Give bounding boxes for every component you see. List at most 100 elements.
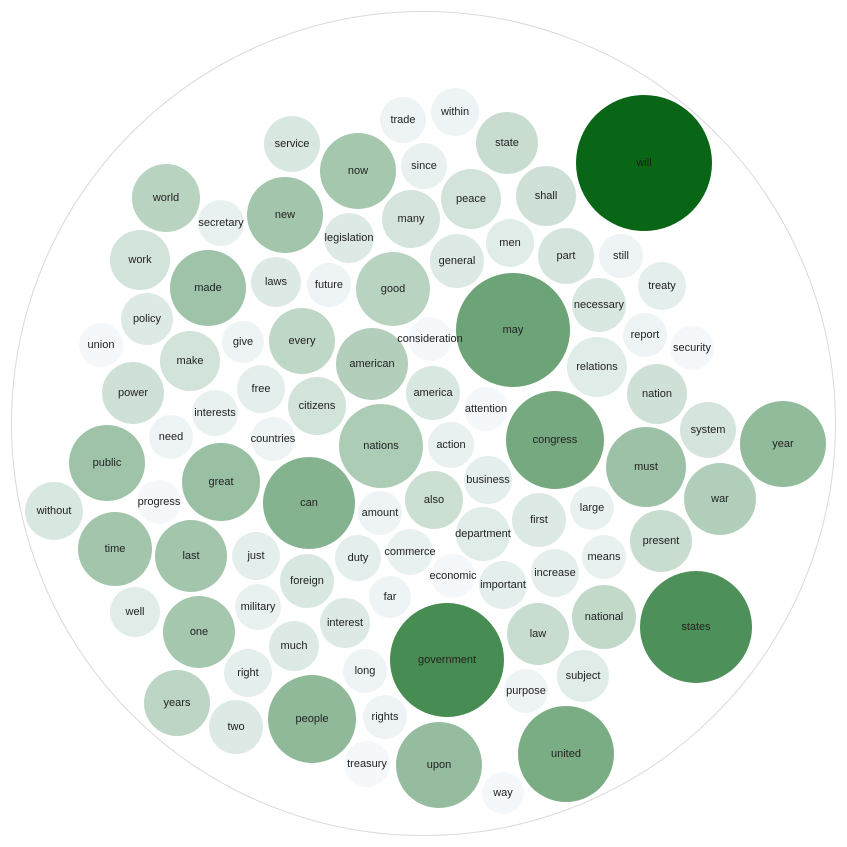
bubble-circle <box>557 650 609 702</box>
bubble-circle <box>335 535 381 581</box>
bubble-circle <box>170 250 246 326</box>
bubble-circle <box>269 621 319 671</box>
bubble-large: large <box>570 486 614 530</box>
bubble-circle <box>570 486 614 530</box>
bubble-long: long <box>343 649 387 693</box>
bubble-still: still <box>599 234 643 278</box>
bubble-will: will <box>576 95 712 231</box>
bubble-circle <box>567 337 627 397</box>
bubble-progress: progress <box>137 480 181 524</box>
bubble-free: free <box>237 365 285 413</box>
bubble-circle <box>160 331 220 391</box>
bubble-make: make <box>160 331 220 391</box>
bubble-circle <box>192 390 238 436</box>
bubble-american: american <box>336 328 408 400</box>
bubble-circle <box>137 480 181 524</box>
bubble-last: last <box>155 520 227 592</box>
bubble-circle <box>476 112 538 174</box>
bubble-circle <box>431 554 475 598</box>
bubble-circle <box>144 670 210 736</box>
bubble-circle <box>479 561 527 609</box>
bubble-without: without <box>25 482 83 540</box>
bubble-circle <box>441 169 501 229</box>
bubble-part: part <box>538 228 594 284</box>
bubble-circle <box>431 88 479 136</box>
bubble-new: new <box>247 177 323 253</box>
bubble-circle <box>344 741 390 787</box>
bubble-trade: trade <box>380 97 426 143</box>
bubble-shall: shall <box>516 166 576 226</box>
bubble-circle <box>268 675 356 763</box>
bubble-world: world <box>132 164 200 232</box>
bubble-circle <box>251 257 301 307</box>
bubble-circle <box>69 425 145 501</box>
bubble-circle <box>464 456 512 504</box>
bubble-much: much <box>269 621 319 671</box>
bubble-circle <box>638 262 686 310</box>
bubble-union: union <box>79 323 123 367</box>
bubble-can: can <box>263 457 355 549</box>
bubble-well: well <box>110 587 160 637</box>
bubble-upon: upon <box>396 722 482 808</box>
bubble-circle <box>390 603 504 717</box>
bubble-way: way <box>482 772 524 814</box>
bubble-circle <box>516 166 576 226</box>
bubble-rights: rights <box>363 695 407 739</box>
bubble-service: service <box>264 116 320 172</box>
bubble-circle <box>684 463 756 535</box>
bubble-states: states <box>640 571 752 683</box>
bubble-legislation: legislation <box>324 213 374 263</box>
bubble-circle <box>680 402 736 458</box>
bubble-circle <box>538 228 594 284</box>
bubble-circle <box>247 177 323 253</box>
bubble-circle <box>506 391 604 489</box>
bubble-circle <box>102 362 164 424</box>
bubble-circle <box>280 554 334 608</box>
bubble-circle <box>406 366 460 420</box>
bubble-important: important <box>479 561 527 609</box>
bubble-circle <box>405 471 463 529</box>
bubble-circle <box>155 520 227 592</box>
bubble-time: time <box>78 512 152 586</box>
bubble-circle <box>576 95 712 231</box>
bubble-circle <box>401 143 447 189</box>
bubble-power: power <box>102 362 164 424</box>
bubble-secretary: secretary <box>198 200 244 246</box>
bubble-circle <box>408 317 452 361</box>
bubble-circle <box>572 585 636 649</box>
bubble-congress: congress <box>506 391 604 489</box>
bubble-circle <box>25 482 83 540</box>
bubble-great: great <box>182 443 260 521</box>
bubble-purpose: purpose <box>504 669 548 713</box>
bubble-citizens: citizens <box>288 377 346 435</box>
bubble-increase: increase <box>531 549 579 597</box>
bubble-america: america <box>406 366 460 420</box>
bubble-necessary: necessary <box>572 278 626 332</box>
bubble-circle <box>369 576 411 618</box>
bubble-now: now <box>320 133 396 209</box>
bubble-circle <box>320 598 370 648</box>
bubble-system: system <box>680 402 736 458</box>
bubble-circle <box>79 323 123 367</box>
bubble-circle <box>507 603 569 665</box>
bubble-year: year <box>740 401 826 487</box>
bubble-good: good <box>356 252 430 326</box>
bubble-circle <box>264 116 320 172</box>
bubble-circle <box>343 649 387 693</box>
bubble-national: national <box>572 585 636 649</box>
bubble-laws: laws <box>251 257 301 307</box>
bubble-circle <box>251 417 295 461</box>
bubble-men: men <box>486 219 534 267</box>
bubble-circle <box>599 234 643 278</box>
bubble-circle <box>518 706 614 802</box>
bubble-many: many <box>382 190 440 248</box>
bubble-action: action <box>428 422 474 468</box>
bubble-circle <box>482 772 524 814</box>
bubble-circle <box>630 510 692 572</box>
bubble-years: years <box>144 670 210 736</box>
bubble-future: future <box>307 263 351 307</box>
bubble-attention: attention <box>464 387 508 431</box>
bubble-circle <box>269 308 335 374</box>
bubble-treasury: treasury <box>344 741 390 787</box>
